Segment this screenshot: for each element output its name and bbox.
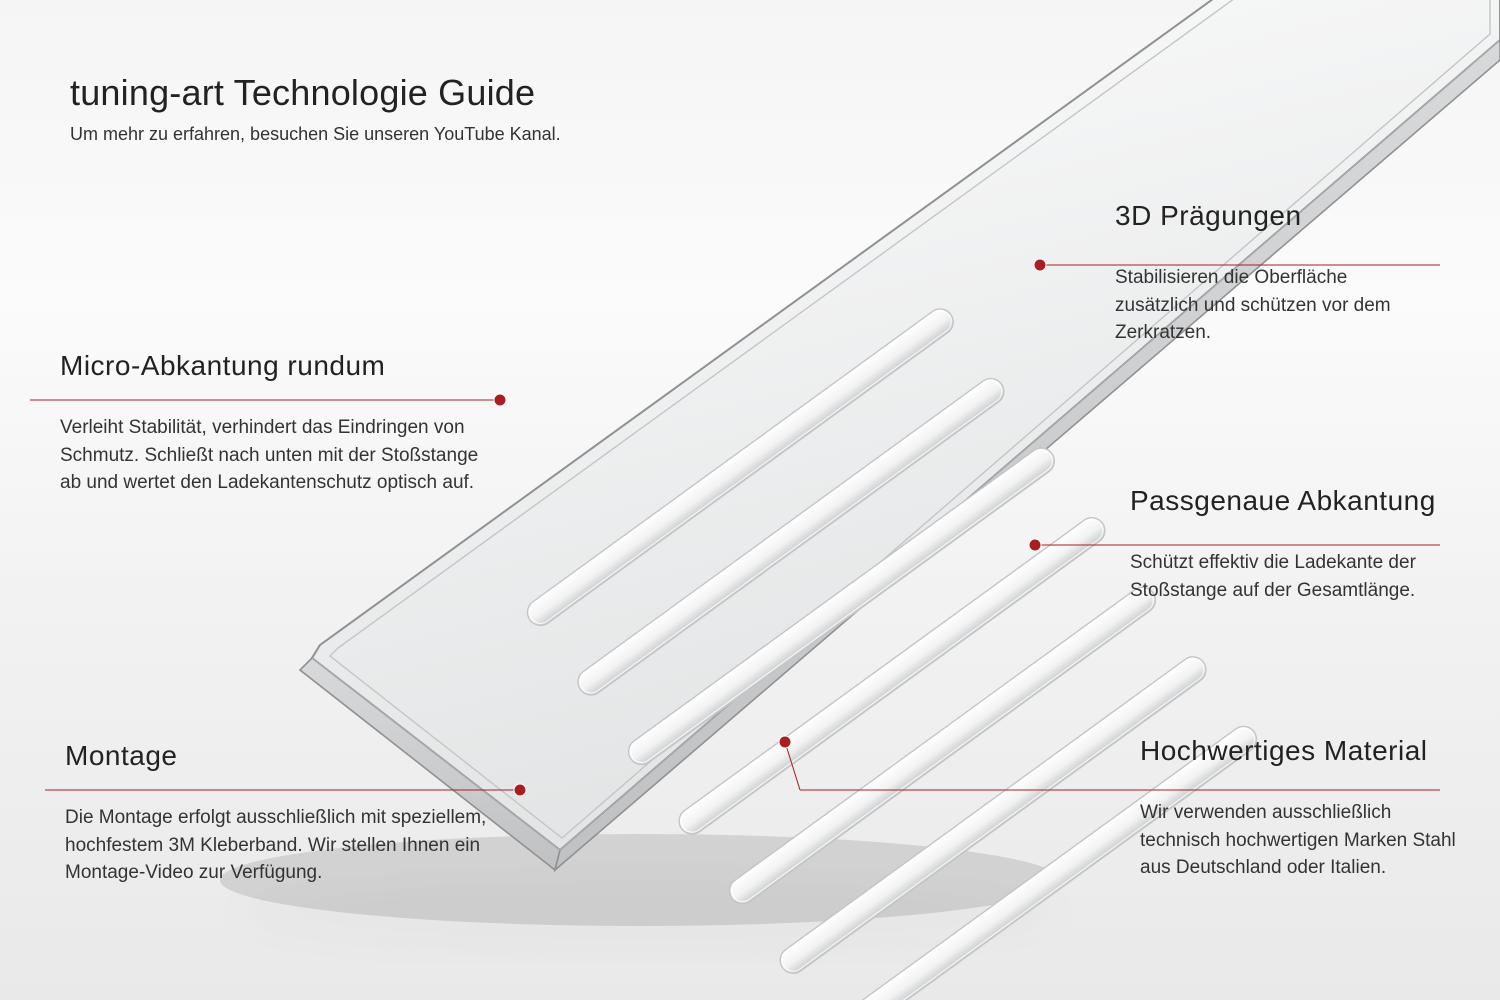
page-subtitle: Um mehr zu erfahren, besuchen Sie unsere… [70, 124, 561, 145]
panel-ridges [522, 304, 1261, 1000]
callout-passgenau: Passgenaue Abkantung Schützt effektiv die… [1130, 485, 1465, 604]
callout-body: Wir verwenden ausschließlich technisch h… [1140, 799, 1470, 882]
page-title: tuning-art Technologie Guide [70, 72, 561, 114]
callout-body: Verleiht Stabilität, verhindert das Eind… [60, 414, 480, 497]
callout-heading: Hochwertiges Material [1140, 735, 1470, 773]
callout-heading: Micro-Abkantung rundum [60, 350, 480, 388]
callout-body: Stabilisieren die Oberfläche zusätzlich … [1115, 264, 1435, 347]
callout-body: Schützt effektiv die Ladekante der Stoßs… [1130, 549, 1465, 604]
callout-heading: Passgenaue Abkantung [1130, 485, 1465, 523]
callout-material: Hochwertiges Material Wir verwenden aussc… [1140, 735, 1470, 882]
callout-heading: 3D Prägungen [1115, 200, 1435, 238]
callout-montage: Montage Die Montage erfolgt ausschließlic… [65, 740, 495, 887]
callout-heading: Montage [65, 740, 495, 778]
callout-micro: Micro-Abkantung rundum Verleiht Stabilitä… [60, 350, 480, 497]
callout-body: Die Montage erfolgt ausschließlich mit s… [65, 804, 495, 887]
infographic-stage: tuning-art Technologie Guide Um mehr zu … [0, 0, 1500, 1000]
page-header: tuning-art Technologie Guide Um mehr zu … [70, 72, 561, 145]
callout-praegungen: 3D Prägungen Stabilisieren die Oberfläche… [1115, 200, 1435, 347]
